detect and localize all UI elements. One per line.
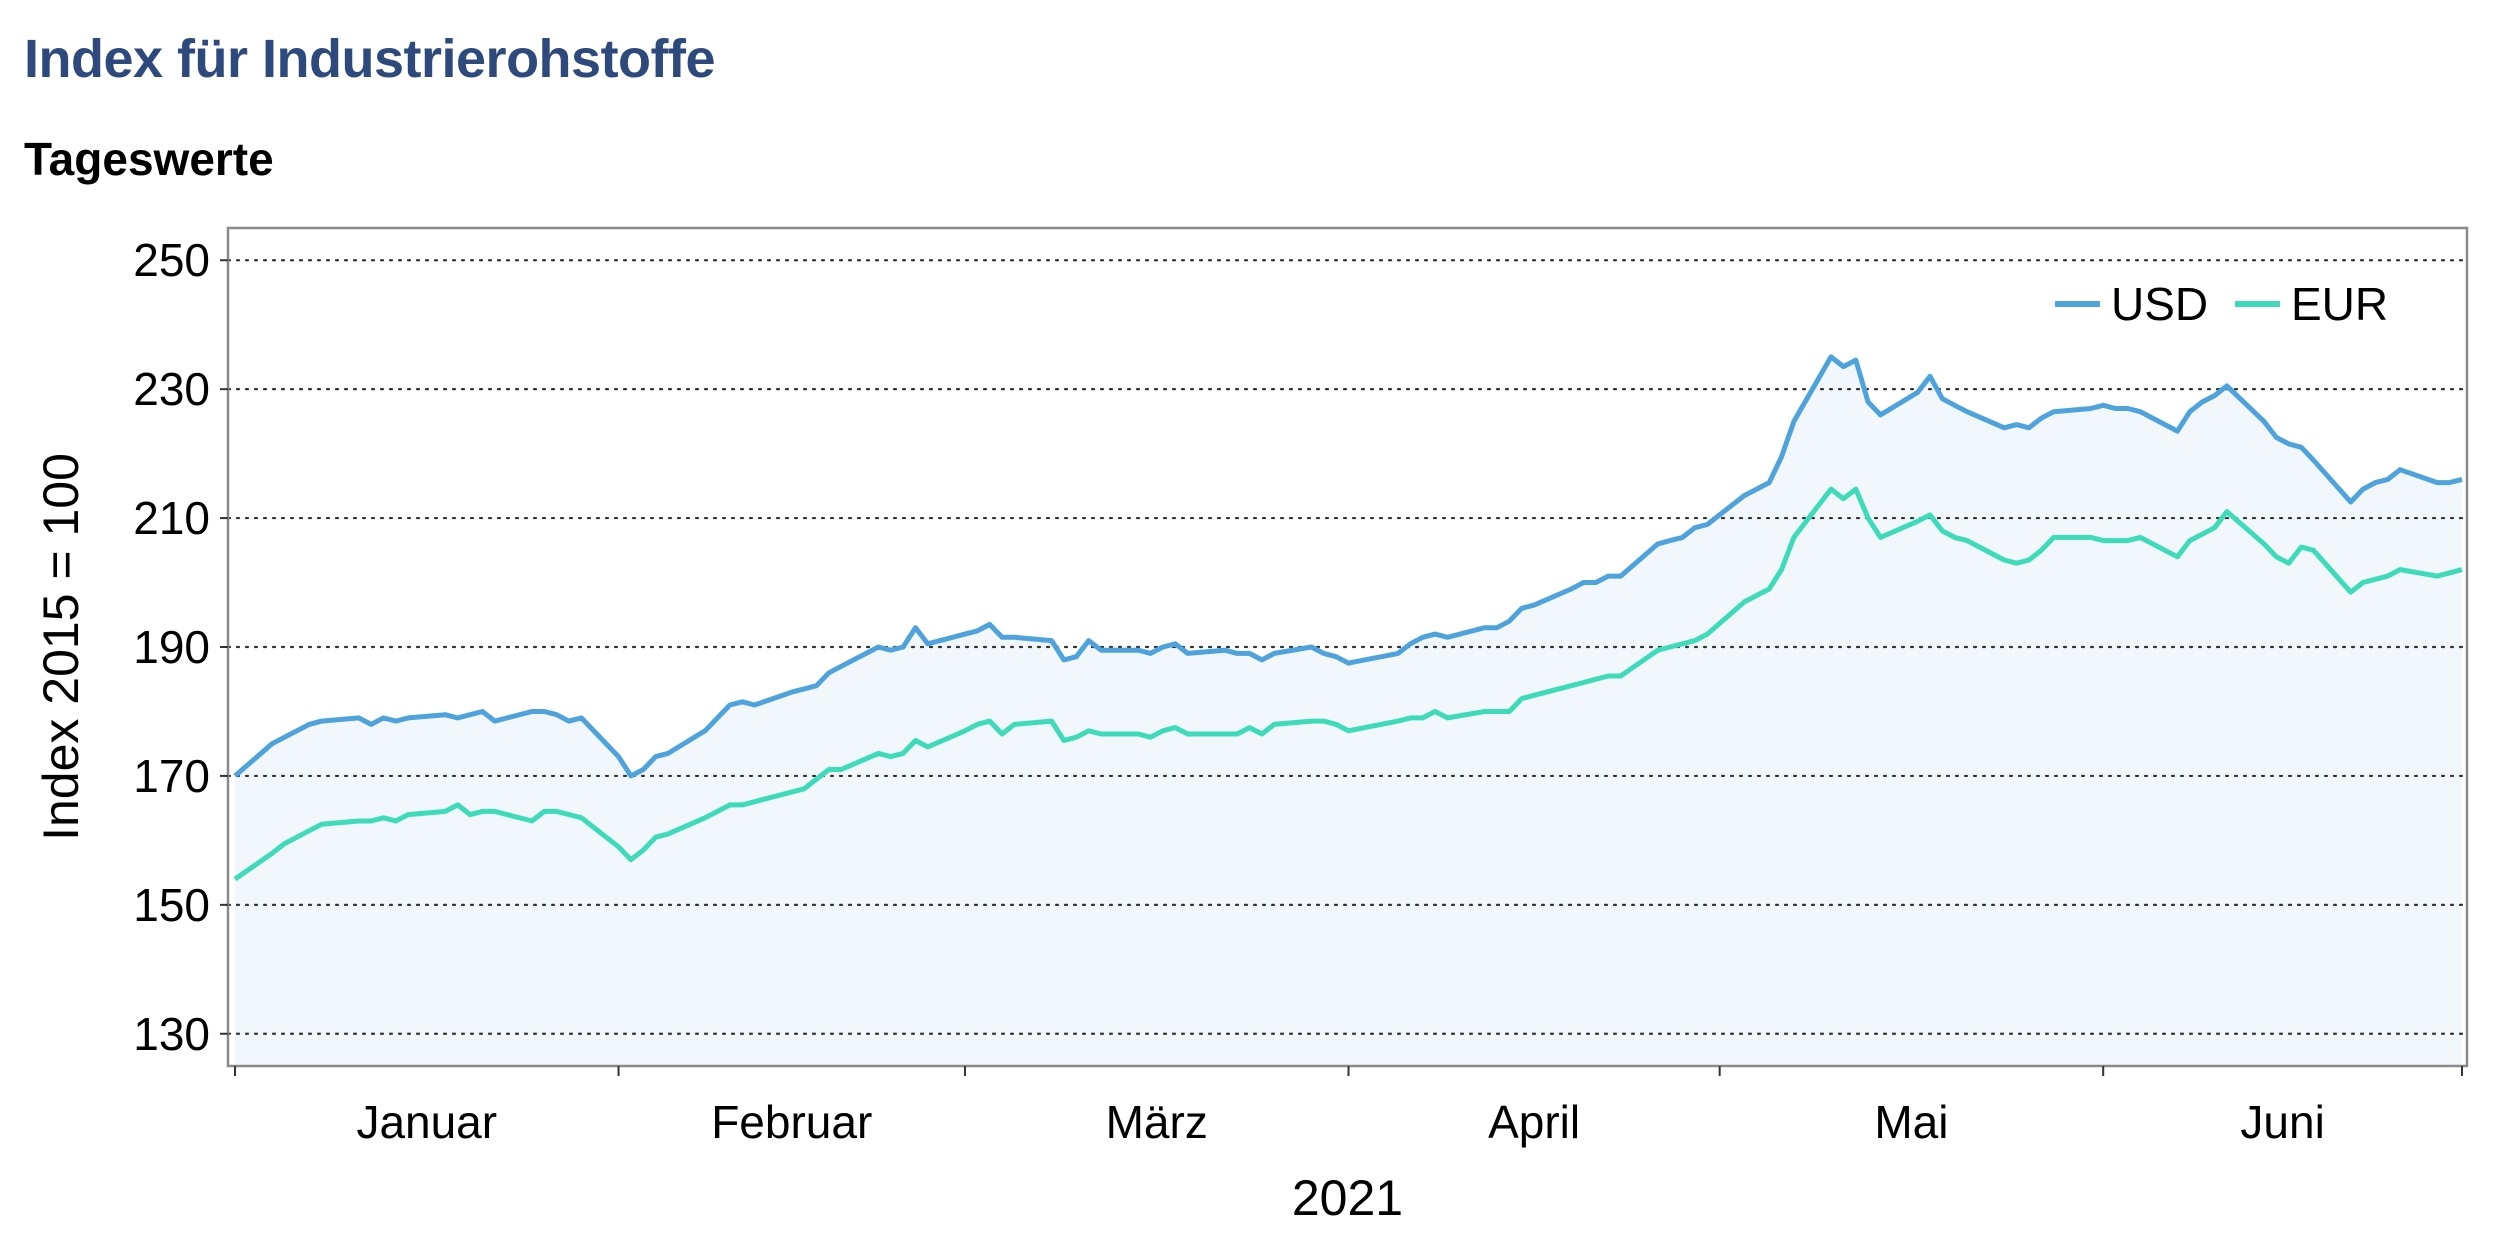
x-tick-label: März: [1106, 1096, 1208, 1148]
chart-title: Index für Industrierohstoffe: [24, 29, 716, 89]
y-tick-label: 130: [133, 1008, 210, 1060]
series-line-eur: [233, 486, 2463, 882]
legend: USD EUR: [2055, 278, 2388, 330]
x-tick-label: Mai: [1874, 1096, 1948, 1148]
y-tick-label: 250: [133, 234, 210, 286]
legend-label-usd: USD: [2111, 278, 2208, 330]
x-tick-label: April: [1488, 1096, 1580, 1148]
legend-label-eur: EUR: [2291, 278, 2388, 330]
y-tick-label: 210: [133, 492, 210, 544]
y-tick-label: 190: [133, 621, 210, 673]
chart-subtitle: Tageswerte: [24, 133, 274, 185]
area-fill-layer: [235, 356, 2462, 1066]
x-tick-label: Februar: [711, 1096, 872, 1148]
area-fill: [235, 356, 2462, 1066]
y-axis-title: Index 2015 = 100: [33, 453, 89, 841]
gridlines: [226, 259, 2469, 1035]
x-axis-title: 2021: [1292, 1170, 1403, 1226]
series-lines: [233, 354, 2463, 882]
y-tick-label: 230: [133, 363, 210, 415]
y-tick-label: 170: [133, 750, 210, 802]
x-tick-label: Januar: [356, 1096, 497, 1148]
axes: 130 150 170 190 210 230 250 Januar Februar März Ap…: [133, 234, 2463, 1148]
y-tick-label: 150: [133, 879, 210, 931]
x-tick-label: Juni: [2240, 1096, 2324, 1148]
series-line-usd: [233, 354, 2463, 779]
